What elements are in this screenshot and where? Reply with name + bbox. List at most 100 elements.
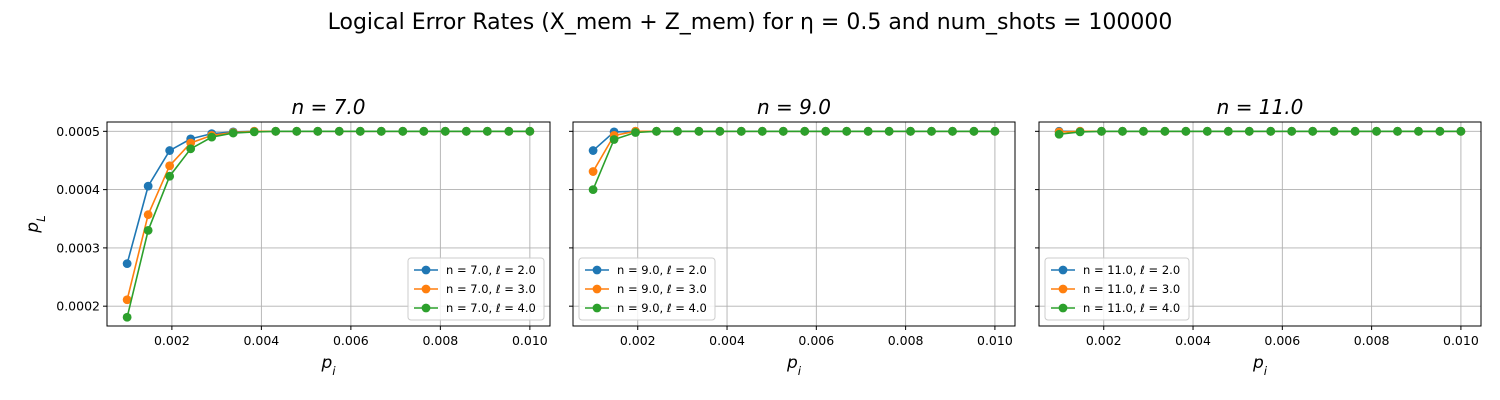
x-tick-label: 0.006 xyxy=(1264,333,1300,348)
data-point xyxy=(1139,126,1148,136)
legend-entry: n = 11.0, ℓ = 3.0 xyxy=(1051,282,1180,296)
y-tick-label: 0.0004 xyxy=(56,182,100,197)
legend-marker xyxy=(1058,303,1068,313)
legend-marker xyxy=(421,303,431,313)
legend-label: n = 9.0, ℓ = 4.0 xyxy=(617,301,707,315)
data-point xyxy=(1287,126,1297,136)
series-line xyxy=(592,130,995,172)
data-point xyxy=(948,126,957,136)
data-point xyxy=(1266,126,1276,136)
legend-marker xyxy=(1058,284,1068,294)
x-tick-label: 0.010 xyxy=(512,333,548,348)
axes-frame xyxy=(106,121,551,327)
y-axis-label: pL xyxy=(23,215,48,233)
legend-label: n = 11.0, ℓ = 4.0 xyxy=(1083,301,1180,315)
data-point xyxy=(143,210,153,220)
data-point xyxy=(271,126,281,136)
data-point xyxy=(1223,126,1233,136)
subplot-1: n = 7.0 0.002 0.004 0.006 0.008 0.010 0.0002 0.… xyxy=(23,95,551,378)
data-point xyxy=(1372,126,1381,136)
subplots: n = 7.0 0.002 0.004 0.006 0.008 0.010 0.0002 0.… xyxy=(23,95,1482,378)
data-point xyxy=(631,128,640,137)
data-point xyxy=(165,161,175,171)
data-point xyxy=(715,126,725,136)
x-axis-label: pi xyxy=(786,353,802,378)
data-point xyxy=(313,126,323,136)
data-point xyxy=(1350,126,1360,136)
data-point xyxy=(969,126,979,136)
data-point xyxy=(588,146,598,155)
data-point xyxy=(821,126,831,136)
subplot-title: n = 7.0 xyxy=(292,95,366,119)
legend-marker xyxy=(421,284,431,294)
legend-box xyxy=(1044,257,1190,321)
data-point xyxy=(990,126,1000,136)
legend-marker xyxy=(592,303,602,313)
data-point xyxy=(376,126,386,136)
subplot-3: n = 11.0 0.002 0.004 0.006 0.008 0.010 pi n = 1… xyxy=(1035,95,1482,378)
data-point xyxy=(525,126,535,136)
data-point xyxy=(1244,126,1254,136)
data-point xyxy=(1054,129,1064,139)
x-tick-label: 0.002 xyxy=(154,333,190,348)
data-point xyxy=(165,171,175,181)
data-point xyxy=(906,126,915,136)
data-point xyxy=(419,126,429,136)
legend-entry: n = 11.0, ℓ = 4.0 xyxy=(1051,301,1180,315)
x-tick-label: 0.008 xyxy=(888,333,924,348)
x-tick-label: 0.004 xyxy=(243,333,279,348)
legend-marker xyxy=(592,284,602,294)
data-point xyxy=(736,126,746,136)
data-point xyxy=(1435,126,1445,136)
data-point xyxy=(122,295,132,305)
data-point xyxy=(461,126,471,136)
axes-frame xyxy=(572,121,1016,327)
data-point xyxy=(207,132,217,142)
data-point xyxy=(1308,126,1318,136)
data-point xyxy=(482,126,492,136)
data-point xyxy=(673,126,682,136)
data-point xyxy=(1329,126,1339,136)
legend-entry: n = 9.0, ℓ = 2.0 xyxy=(585,263,707,277)
series-line xyxy=(592,130,995,190)
legend-label: n = 11.0, ℓ = 3.0 xyxy=(1083,282,1180,296)
data-point xyxy=(504,126,514,136)
x-tick-label: 0.004 xyxy=(1175,333,1211,348)
y-tick-label: 0.0002 xyxy=(56,299,100,314)
data-point xyxy=(249,127,259,137)
subplot-title: n = 9.0 xyxy=(757,95,831,119)
data-point xyxy=(355,126,365,136)
data-point xyxy=(757,126,767,136)
data-point xyxy=(1393,126,1402,136)
data-point xyxy=(165,146,175,155)
data-point xyxy=(800,126,810,136)
data-point xyxy=(122,259,132,269)
legend-label: n = 7.0, ℓ = 2.0 xyxy=(446,263,536,277)
data-point xyxy=(143,226,153,235)
legend-entry: n = 7.0, ℓ = 2.0 xyxy=(414,263,536,277)
x-tick-label: 0.010 xyxy=(977,333,1013,348)
figure-title: Logical Error Rates (X_mem + Z_mem) for … xyxy=(328,10,1173,35)
data-point xyxy=(1456,126,1466,136)
legend-entry: n = 9.0, ℓ = 3.0 xyxy=(585,282,707,296)
x-tick-label: 0.006 xyxy=(333,333,369,348)
subplot-2: n = 9.0 0.002 0.004 0.006 0.008 0.010 pi n = 9.… xyxy=(569,95,1016,378)
data-point xyxy=(588,167,598,176)
data-point xyxy=(398,126,408,136)
legend-marker xyxy=(592,265,602,275)
legend-entry: n = 7.0, ℓ = 4.0 xyxy=(414,301,536,315)
y-tick-label: 0.0003 xyxy=(56,240,100,255)
data-point xyxy=(334,126,344,136)
data-point xyxy=(143,181,153,191)
data-point xyxy=(292,126,302,136)
data-point xyxy=(1181,126,1191,136)
data-point xyxy=(778,126,788,136)
data-point xyxy=(652,126,661,136)
x-axis-label: pi xyxy=(1252,353,1268,378)
data-point xyxy=(842,126,852,136)
legend-label: n = 9.0, ℓ = 3.0 xyxy=(617,282,707,296)
legend: n = 11.0, ℓ = 2.0 n = 11.0, ℓ = 3.0 n = 11… xyxy=(1044,257,1190,321)
legend-marker xyxy=(421,265,431,275)
axes-frame xyxy=(1038,121,1482,327)
